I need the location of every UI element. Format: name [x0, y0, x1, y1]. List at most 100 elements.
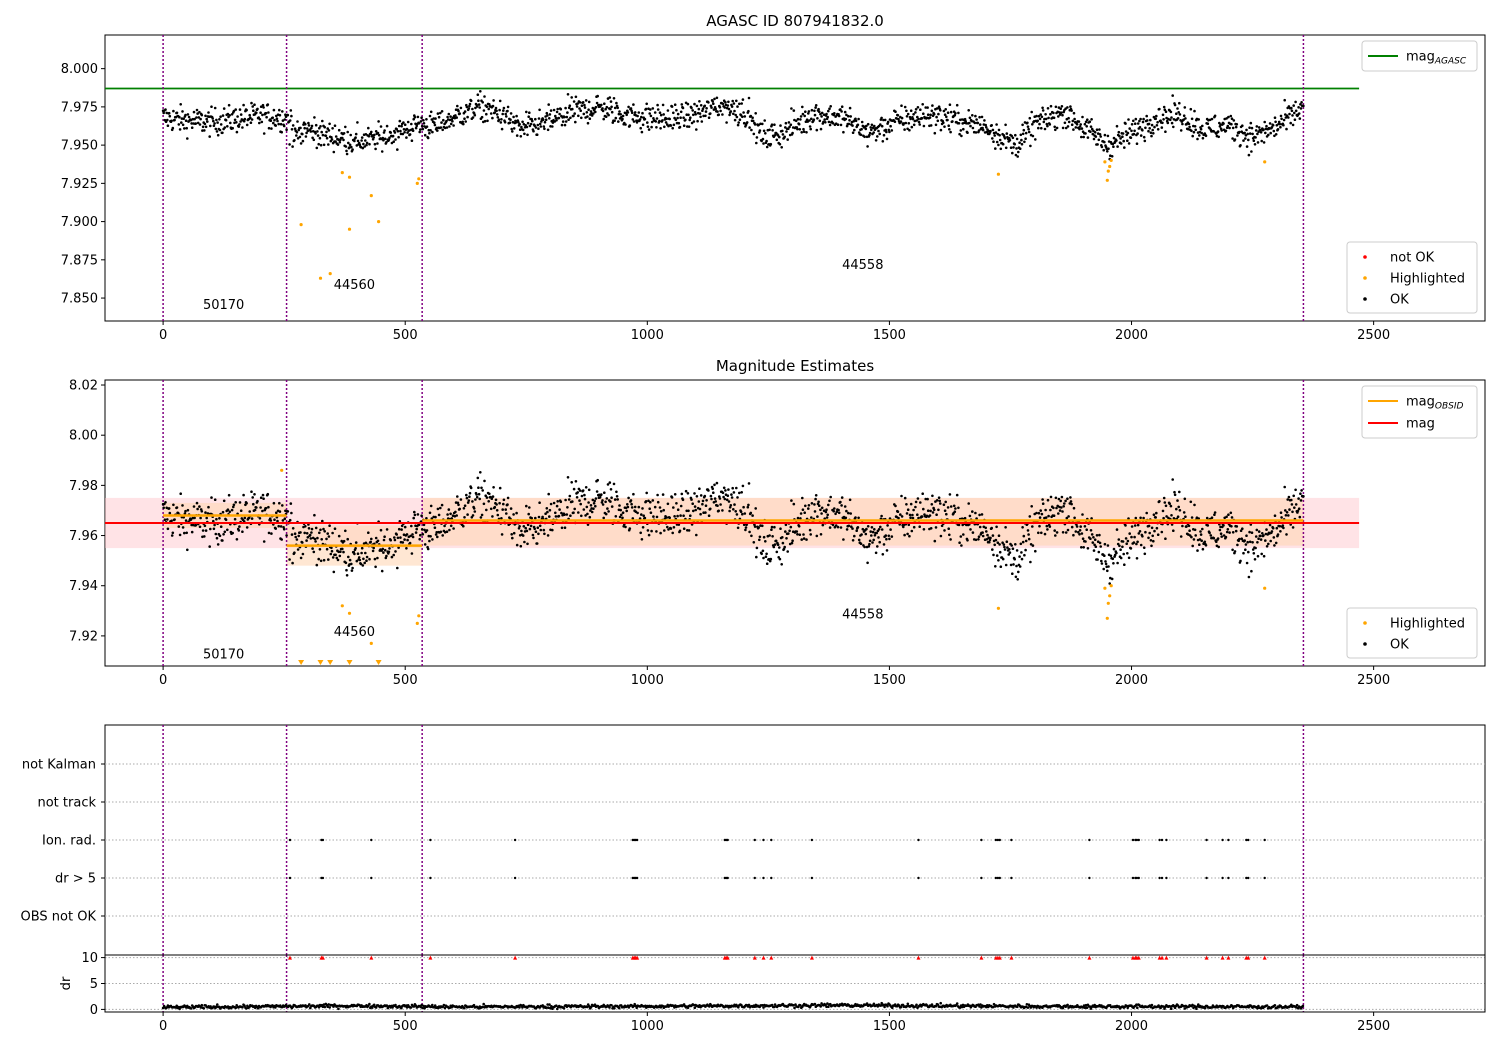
ok-point — [518, 525, 521, 528]
ok-point — [437, 115, 441, 119]
ok-point — [954, 112, 957, 115]
ok-point — [978, 115, 981, 119]
ok-point — [457, 109, 460, 113]
dr-point — [635, 1006, 638, 1010]
ok-point — [666, 502, 670, 506]
ok-point — [1086, 547, 1090, 550]
ok-point — [1246, 132, 1249, 136]
ok-point — [641, 123, 645, 127]
ok-point — [521, 120, 524, 124]
ok-point — [1254, 535, 1258, 538]
ok-point — [618, 515, 622, 519]
ok-point — [1098, 541, 1102, 545]
ok-point — [713, 497, 717, 500]
ok-point — [1170, 116, 1173, 119]
ok-point — [548, 113, 552, 116]
ok-point — [423, 543, 427, 546]
ok-point — [1117, 538, 1121, 541]
ok-point — [392, 553, 396, 557]
ok-point — [971, 510, 974, 513]
ok-point — [1023, 553, 1026, 557]
dr-point — [274, 1006, 277, 1009]
ok-point — [929, 124, 933, 127]
ok-point — [929, 509, 932, 513]
ok-point — [617, 120, 620, 123]
ok-point — [900, 116, 904, 120]
ok-point — [1021, 132, 1025, 136]
ok-point — [486, 119, 489, 123]
ok-point — [379, 125, 383, 128]
ok-point — [1127, 142, 1131, 145]
y-tick-label: 7.900 — [61, 215, 98, 230]
ok-point — [854, 119, 858, 123]
ok-point — [376, 556, 379, 560]
ok-point — [1048, 123, 1052, 126]
ok-point — [676, 116, 679, 120]
ok-point — [1247, 138, 1250, 142]
highlighted-point — [299, 223, 303, 227]
ok-point — [439, 126, 443, 129]
ok-point — [267, 505, 270, 509]
ok-point — [1162, 105, 1166, 109]
ok-point — [753, 525, 757, 528]
ok-point — [419, 533, 422, 537]
ok-point — [1024, 131, 1028, 135]
ok-point — [199, 117, 202, 121]
ok-point — [306, 536, 310, 539]
ok-point — [885, 137, 889, 141]
ok-point — [1247, 153, 1251, 157]
ok-point — [543, 532, 546, 536]
highlighted-point — [415, 181, 419, 185]
ok-point — [295, 130, 299, 134]
ok-point — [813, 510, 817, 513]
ok-point — [851, 124, 854, 127]
out-of-range-marker — [327, 660, 334, 665]
ok-point — [894, 110, 897, 113]
ok-point — [864, 127, 868, 131]
ok-point — [1119, 548, 1122, 551]
ok-point — [928, 514, 932, 517]
ok-point — [1121, 540, 1125, 543]
ok-point — [801, 112, 805, 116]
ok-point — [800, 131, 803, 134]
ok-point — [1262, 554, 1266, 558]
ok-point — [1072, 506, 1076, 510]
ok-point — [172, 109, 175, 113]
ok-point — [258, 517, 262, 520]
dr-point — [906, 1002, 910, 1006]
ok-point — [1280, 516, 1283, 519]
ok-point — [275, 511, 278, 514]
ok-point — [1235, 123, 1239, 126]
ok-point — [503, 120, 507, 124]
ok-point — [618, 110, 621, 113]
ok-point — [810, 108, 814, 112]
ok-point — [878, 540, 881, 544]
ok-point — [1004, 563, 1008, 567]
ok-point — [694, 113, 697, 116]
ok-point — [360, 546, 364, 550]
ok-point — [1141, 120, 1145, 124]
ok-point — [845, 528, 849, 531]
ok-point — [807, 112, 810, 115]
ok-point — [906, 532, 909, 536]
ok-point — [398, 520, 402, 523]
dr-point — [960, 1005, 964, 1009]
ok-point — [748, 126, 751, 129]
ok-point — [183, 127, 186, 130]
ok-point — [397, 135, 400, 139]
ok-point — [738, 102, 741, 106]
ok-point — [411, 535, 415, 539]
ok-point — [1077, 530, 1080, 534]
ok-point — [338, 140, 342, 144]
ok-point — [583, 497, 587, 501]
ok-point — [1003, 548, 1007, 551]
ok-point — [981, 128, 985, 132]
flag-point — [998, 876, 1001, 880]
ok-point — [459, 106, 463, 110]
ok-point — [351, 566, 354, 570]
ok-point — [294, 535, 298, 539]
ok-point — [1080, 127, 1084, 130]
flag-point — [1263, 838, 1266, 842]
ok-point — [769, 557, 773, 561]
